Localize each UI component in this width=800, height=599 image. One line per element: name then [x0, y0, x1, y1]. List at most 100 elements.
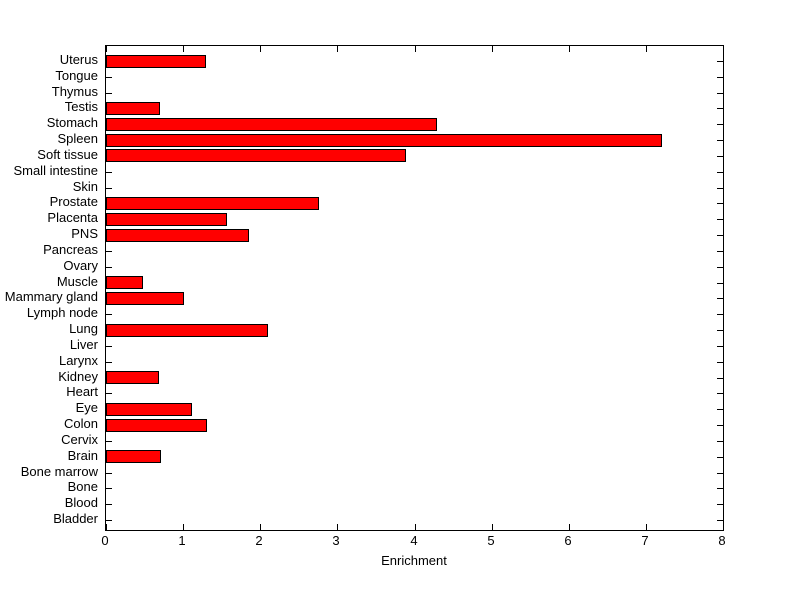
category-label: Larynx [58, 352, 98, 368]
category-label: Skin [72, 178, 98, 194]
bar [106, 102, 160, 115]
y-tick [717, 77, 723, 78]
bar [106, 197, 319, 210]
y-tick [717, 219, 723, 220]
category-label: Soft tissue [37, 146, 98, 162]
bar [106, 55, 206, 68]
x-tick [183, 46, 184, 52]
x-tick [569, 46, 570, 52]
x-tick-label: 6 [564, 533, 572, 548]
y-tick [717, 108, 723, 109]
category-label: Blood [64, 495, 98, 511]
x-tick [723, 524, 724, 530]
y-tick [717, 409, 723, 410]
y-tick [717, 188, 723, 189]
x-tick [260, 524, 261, 530]
bar [106, 213, 227, 226]
bar [106, 371, 159, 384]
x-tick [492, 524, 493, 530]
x-tick [646, 46, 647, 52]
y-tick [717, 330, 723, 331]
category-label: Placenta [47, 210, 98, 226]
plot-area [105, 45, 724, 531]
y-tick [106, 393, 112, 394]
x-tick [106, 524, 107, 530]
y-tick [106, 93, 112, 94]
category-label: Mammary gland [4, 289, 98, 305]
y-tick [717, 61, 723, 62]
category-label: Heart [66, 384, 98, 400]
y-tick [106, 362, 112, 363]
y-tick [717, 251, 723, 252]
category-label: Tongue [55, 67, 98, 83]
y-tick [717, 140, 723, 141]
bar [106, 149, 406, 162]
y-tick [106, 77, 112, 78]
y-tick [717, 283, 723, 284]
y-tick [717, 124, 723, 125]
x-tick-label: 1 [178, 533, 186, 548]
y-tick [717, 156, 723, 157]
x-tick [337, 524, 338, 530]
x-tick [106, 46, 107, 52]
y-tick [717, 488, 723, 489]
bar [106, 292, 184, 305]
y-tick [106, 172, 112, 173]
x-tick [337, 46, 338, 52]
x-tick-label: 4 [410, 533, 418, 548]
category-label: Uterus [59, 52, 98, 67]
x-tick-label: 5 [487, 533, 495, 548]
x-tick [415, 524, 416, 530]
x-tick-label: 3 [332, 533, 340, 548]
y-tick [717, 203, 723, 204]
y-tick [106, 346, 112, 347]
category-label: Pancreas [43, 241, 98, 257]
y-tick [106, 473, 112, 474]
x-tick-label: 8 [718, 533, 726, 548]
y-tick [717, 441, 723, 442]
category-label: Thymus [51, 83, 98, 99]
x-tick [415, 46, 416, 52]
category-label: Small intestine [13, 162, 98, 178]
bar [106, 419, 207, 432]
category-label: Liver [69, 336, 98, 352]
y-tick [717, 314, 723, 315]
y-tick [717, 457, 723, 458]
bar [106, 324, 268, 337]
y-tick [717, 346, 723, 347]
y-tick [717, 425, 723, 426]
y-tick [106, 488, 112, 489]
y-tick [717, 298, 723, 299]
category-label: Prostate [49, 194, 98, 210]
y-tick [717, 267, 723, 268]
bar [106, 118, 437, 131]
y-tick [717, 520, 723, 521]
x-axis-label: Enrichment [381, 553, 447, 568]
category-label: Bone marrow [20, 463, 98, 479]
category-label: PNS [71, 226, 98, 242]
y-tick [106, 314, 112, 315]
category-label: Bladder [53, 511, 98, 527]
category-label: Muscle [56, 273, 98, 289]
x-tick [646, 524, 647, 530]
y-tick [106, 267, 112, 268]
category-label: Bone [67, 479, 98, 495]
x-tick-label: 0 [101, 533, 109, 548]
x-tick-label: 2 [255, 533, 263, 548]
y-tick [106, 520, 112, 521]
category-label: Kidney [58, 368, 98, 384]
category-label: Lung [69, 321, 98, 337]
category-label: Testis [64, 99, 98, 115]
category-label: Spleen [57, 131, 98, 147]
category-label: Cervix [61, 431, 98, 447]
y-tick [717, 172, 723, 173]
y-tick [717, 235, 723, 236]
bar [106, 403, 192, 416]
y-tick [717, 473, 723, 474]
y-tick [106, 251, 112, 252]
y-tick [717, 378, 723, 379]
x-tick [260, 46, 261, 52]
x-tick [569, 524, 570, 530]
y-tick [106, 188, 112, 189]
